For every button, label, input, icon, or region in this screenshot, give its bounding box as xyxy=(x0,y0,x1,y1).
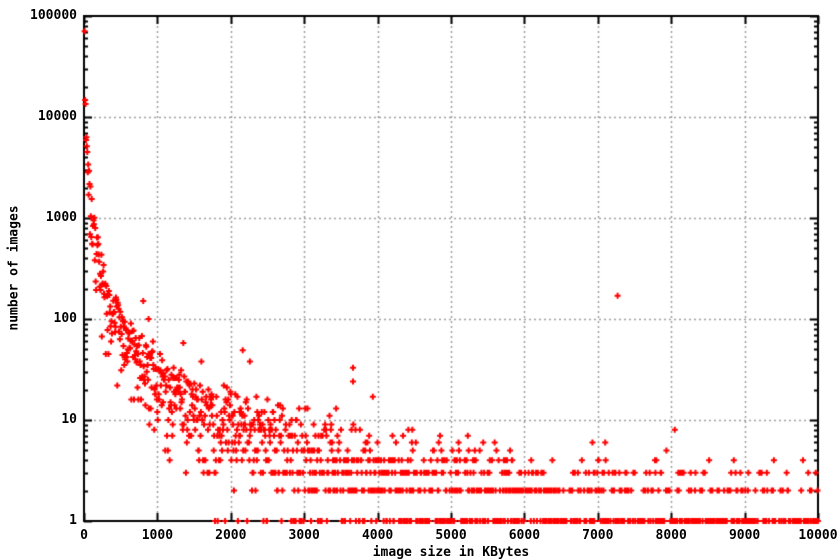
y-tick-label: 1000 xyxy=(45,210,77,225)
x-tick-label: 4000 xyxy=(361,528,394,543)
x-tick-label: 3000 xyxy=(288,528,320,543)
x-axis-title: image size in KBytes xyxy=(372,545,530,560)
y-tick-label: 1 xyxy=(69,513,77,528)
x-tick-label: 2000 xyxy=(215,528,247,543)
y-tick-label: 10000 xyxy=(37,109,77,124)
x-tick-label: 9000 xyxy=(728,528,761,543)
x-tick-label: 1000 xyxy=(141,528,174,543)
x-tick-label: 7000 xyxy=(582,528,614,543)
y-tick-label: 10 xyxy=(61,412,77,427)
x-tick-label: 8000 xyxy=(655,528,687,543)
x-tick-label: 0 xyxy=(80,528,88,543)
x-tick-label: 5000 xyxy=(435,528,467,543)
y-tick-label: 100 xyxy=(53,311,77,326)
x-tick-label: 6000 xyxy=(508,528,541,543)
x-tick-label: 10000 xyxy=(798,528,838,543)
y-tick-label: 100000 xyxy=(30,8,77,23)
